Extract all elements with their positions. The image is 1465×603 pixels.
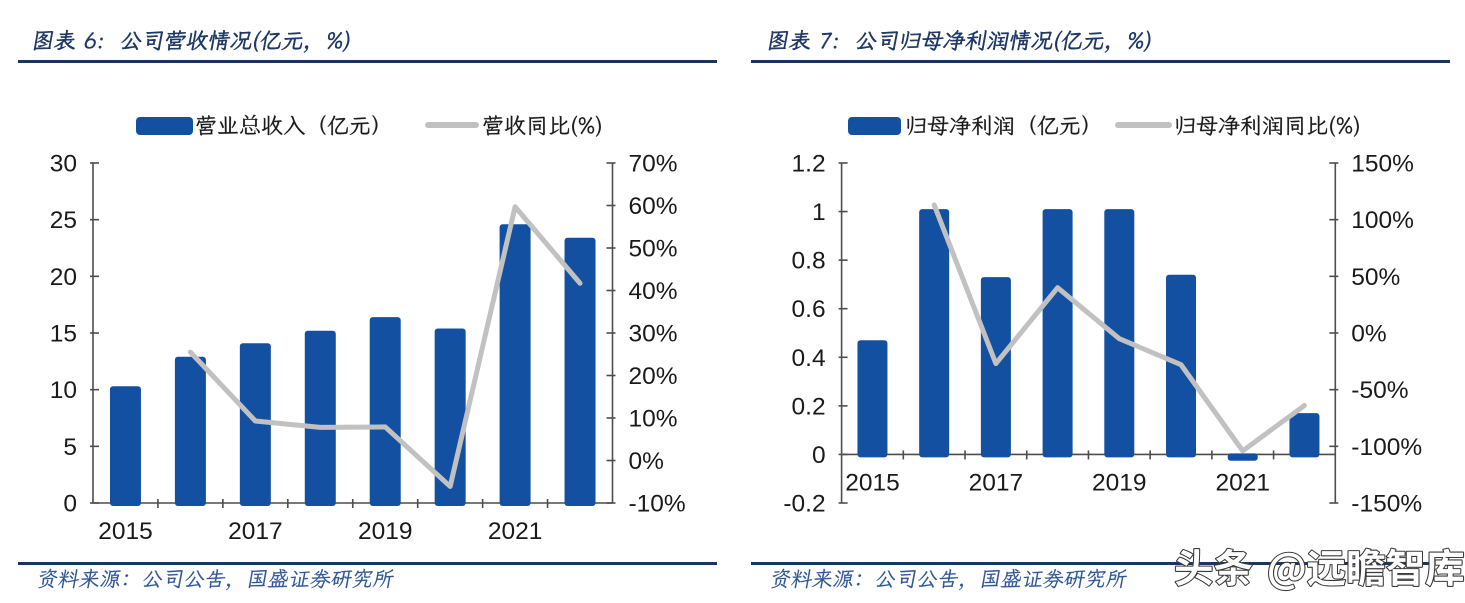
svg-text:40%: 40% [629,278,678,305]
svg-text:-0.2: -0.2 [783,491,825,518]
svg-text:2017: 2017 [969,469,1024,496]
svg-text:2015: 2015 [98,518,153,545]
svg-text:30: 30 [50,151,77,178]
svg-text:0.4: 0.4 [792,345,826,372]
svg-text:1: 1 [812,199,826,226]
svg-text:2021: 2021 [488,518,543,545]
svg-text:0: 0 [63,491,77,518]
svg-text:0: 0 [812,442,826,469]
figure-6-legend-line-label [482,109,623,141]
figure-6-title [31,24,370,56]
svg-text:0.6: 0.6 [792,296,826,323]
figure-7-legend-bar-label [905,109,1123,141]
svg-text:-50%: -50% [1351,377,1408,404]
svg-text:25: 25 [50,207,77,234]
svg-text:0%: 0% [1351,321,1386,348]
figure-7-legend-bar-swatch [848,117,901,135]
svg-text:20%: 20% [629,363,678,390]
figure-7-legend-line-label [1174,109,1381,141]
figure-6-source [36,563,413,593]
svg-text:70%: 70% [629,151,678,178]
svg-text:15: 15 [50,321,77,348]
svg-text:50%: 50% [629,236,678,263]
figure-7-title-rule [751,60,1450,64]
svg-text:0%: 0% [629,448,664,475]
svg-text:0.8: 0.8 [792,248,826,275]
svg-text:-10%: -10% [629,491,686,518]
svg-text:2021: 2021 [1215,469,1270,496]
svg-text:2019: 2019 [1092,469,1147,496]
svg-text:2019: 2019 [358,518,413,545]
svg-text:2015: 2015 [845,469,900,496]
figure-6-legend-bar-swatch [136,117,193,135]
svg-text:1.2: 1.2 [792,151,826,178]
svg-text:30%: 30% [629,321,678,348]
figure-6-title-rule [18,60,717,64]
svg-text:10: 10 [50,377,77,404]
figure-7-source [769,563,1146,593]
figure-7-title [766,24,1171,56]
figure-6-legend-line-swatch [425,122,479,128]
svg-text:60%: 60% [629,193,678,220]
figure-6-legend-bar-label [195,109,413,141]
svg-text:5: 5 [63,434,77,461]
figure-7-footer-rule [751,562,1450,565]
svg-text:150%: 150% [1351,151,1414,178]
svg-text:-100%: -100% [1351,434,1422,461]
svg-text:20: 20 [50,264,77,291]
svg-text:10%: 10% [629,406,678,433]
svg-text:0.2: 0.2 [792,393,826,420]
svg-text:-150%: -150% [1351,491,1422,518]
figure-7-legend-line-swatch [1115,122,1172,128]
figure-6-footer-rule [18,562,717,565]
svg-text:2017: 2017 [228,518,283,545]
svg-text:50%: 50% [1351,264,1400,291]
watermark [1174,539,1465,596]
svg-text:100%: 100% [1351,207,1414,234]
